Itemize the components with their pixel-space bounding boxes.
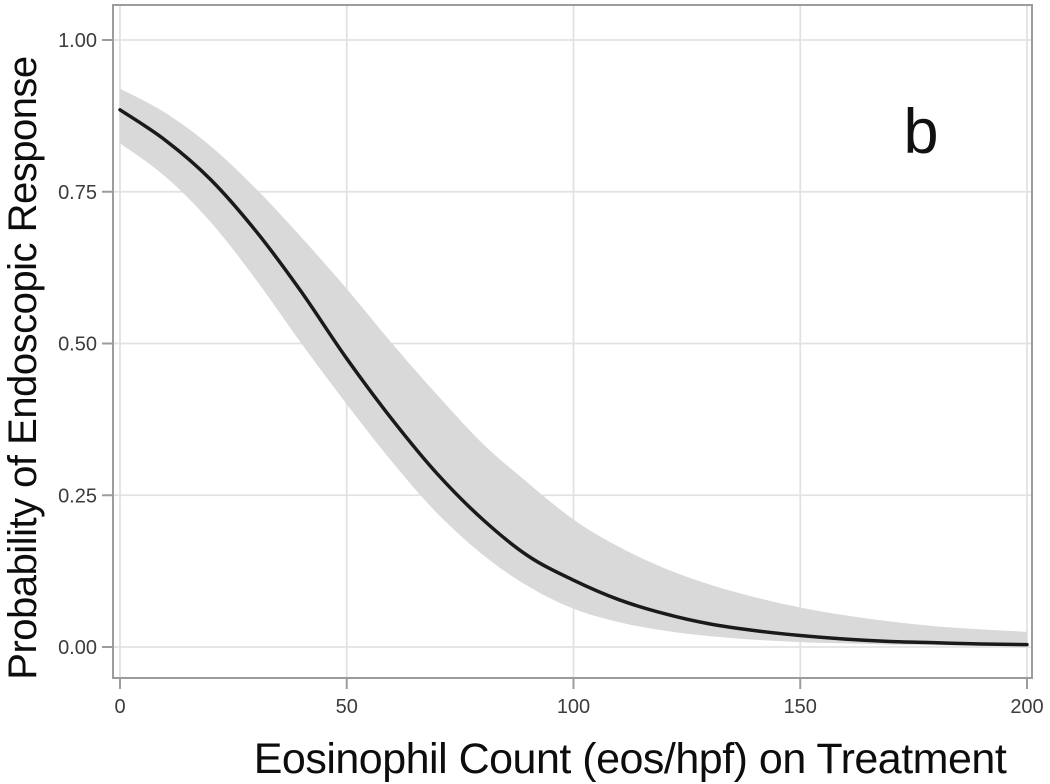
x-tick-label: 200 xyxy=(1010,696,1043,718)
y-tick-label: 0.25 xyxy=(58,485,97,507)
y-axis-title: Probability of Endoscopic Response xyxy=(1,56,45,679)
x-tick-label: 150 xyxy=(784,696,817,718)
response-curve-group xyxy=(118,108,1029,647)
x-tick-label: 50 xyxy=(336,696,358,718)
probability-curve xyxy=(118,108,1029,647)
panel-label-b: b xyxy=(903,97,938,167)
axis-tick-labels: 0 50 100 150 200 0.00 0.25 0.50 0.75 1.00 xyxy=(58,30,1044,718)
axis-tick-marks xyxy=(102,39,1028,689)
y-tick-label: 1.00 xyxy=(58,30,97,52)
x-tick-label: 0 xyxy=(114,696,125,718)
y-tick-label: 0.50 xyxy=(58,334,97,356)
y-tick-label: 0.00 xyxy=(58,637,97,659)
confidence-band xyxy=(120,88,1027,646)
confidence-band-group xyxy=(120,88,1027,646)
x-axis-title: Eosinophil Count (eos/hpf) on Treatment xyxy=(254,735,1007,783)
gridlines xyxy=(113,5,1032,678)
x-tick-label: 100 xyxy=(557,696,590,718)
y-tick-label: 0.75 xyxy=(58,182,97,204)
